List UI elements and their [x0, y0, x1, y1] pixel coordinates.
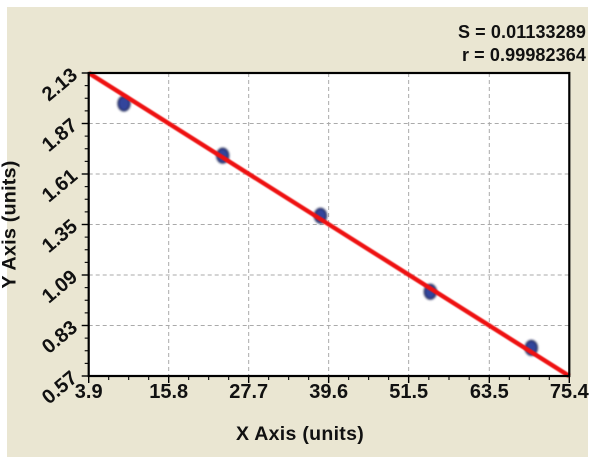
svg-text:0.83: 0.83 [38, 316, 82, 358]
svg-text:75.4: 75.4 [550, 381, 590, 403]
svg-text:1.61: 1.61 [38, 165, 82, 207]
svg-text:27.7: 27.7 [229, 381, 268, 403]
svg-text:2.13: 2.13 [38, 64, 82, 106]
svg-text:1.87: 1.87 [38, 114, 82, 156]
svg-text:39.6: 39.6 [309, 381, 348, 403]
svg-text:1.09: 1.09 [38, 266, 82, 308]
svg-text:63.5: 63.5 [470, 381, 509, 403]
svg-text:15.8: 15.8 [149, 381, 188, 403]
svg-text:51.5: 51.5 [389, 381, 428, 403]
svg-text:1.35: 1.35 [38, 215, 82, 257]
